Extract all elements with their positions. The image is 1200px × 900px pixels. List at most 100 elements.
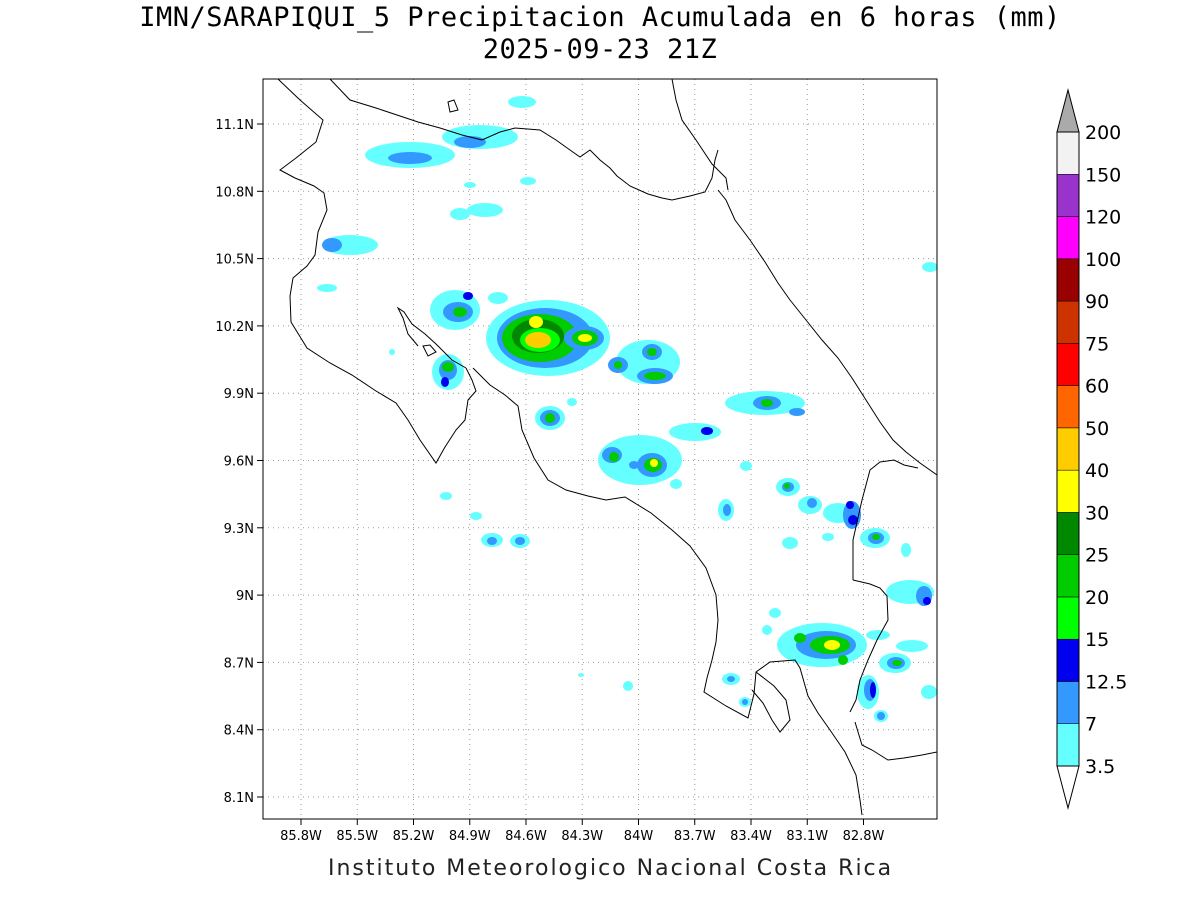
colorbar-segment (1056, 638, 1080, 682)
rain-area (824, 640, 840, 650)
x-tick-label: 82.8W (843, 829, 885, 844)
rain-area (450, 208, 470, 220)
rain-area (877, 712, 885, 720)
rain-area (578, 673, 584, 677)
rain-area (740, 461, 752, 471)
rain-area (442, 362, 454, 372)
colorbar-upper-extend (1056, 88, 1080, 133)
rain-area (317, 284, 337, 292)
colorbar-segment (1056, 343, 1080, 386)
x-tick-label: 85.5W (336, 829, 378, 844)
y-tick-label: 10.5N (215, 253, 254, 268)
y-tick-label: 8.1N (224, 791, 254, 806)
rain-area (822, 533, 834, 541)
rain-area (525, 332, 551, 348)
rain-area (846, 501, 854, 509)
colorbar-segment (1056, 512, 1080, 555)
rain-area (896, 640, 928, 652)
footer-credit: Instituto Meteorologico Nacional Costa R… (328, 856, 894, 881)
colorbar-level-label: 40 (1085, 460, 1109, 482)
x-axis: 85.8W 85.5W 85.2W 84.9W 84.6W 84.3W 84W 83.7W 83… (280, 819, 885, 844)
y-tick-label: 8.7N (224, 656, 254, 671)
rain-area (322, 238, 342, 252)
rain-area (669, 423, 721, 441)
rain-area (454, 136, 486, 148)
rain-area (453, 307, 467, 317)
x-tick-label: 84.6W (505, 829, 547, 844)
rain-area (567, 398, 577, 406)
rain-area (629, 461, 639, 469)
colorbar-segment (1056, 427, 1080, 471)
rain-area (761, 399, 773, 407)
rain-area (807, 498, 817, 508)
y-tick-label: 8.4N (224, 724, 254, 739)
y-tick-label: 9.6N (224, 455, 254, 470)
y-tick-label: 9.3N (224, 522, 254, 537)
colorbar-level-label: 20 (1085, 587, 1109, 609)
rain-area (470, 512, 482, 520)
rain-area (488, 292, 508, 304)
rain-area (487, 537, 497, 545)
rain-area (545, 413, 555, 423)
colorbar-lower-extend (1056, 765, 1080, 810)
rain-area (742, 699, 748, 705)
colorbar-segment (1056, 385, 1080, 429)
x-tick-label: 83.1W (786, 829, 828, 844)
colorbar-level-label: 60 (1085, 376, 1109, 398)
rain-area (441, 377, 449, 387)
coastlines-borders (277, 79, 937, 816)
rain-area (614, 361, 622, 369)
x-tick-label: 85.8W (280, 829, 322, 844)
x-tick-label: 84.9W (449, 829, 491, 844)
colorbar-level-label: 150 (1085, 164, 1121, 186)
colorbar-segment (1056, 554, 1080, 598)
colorbar-level-label: 90 (1085, 291, 1109, 313)
map-grid (263, 79, 937, 819)
y-axis: 11.1N 10.8N 10.5N 10.2N 9.9N 9.6N 9.3N 9N 8.7N 8.… (215, 118, 263, 806)
map-subtitle-datetime: 2025-09-23 21Z (482, 34, 718, 65)
colorbar-segment (1056, 723, 1080, 767)
rain-area (870, 682, 876, 698)
colorbar-level-label: 3.5 (1085, 756, 1115, 778)
colorbar-level-label: 12.5 (1085, 671, 1127, 693)
rain-area (609, 452, 619, 462)
rain-area (644, 372, 666, 380)
colorbar-level-label: 75 (1085, 333, 1109, 355)
rain-area (782, 537, 798, 549)
rain-area (701, 427, 713, 435)
rain-area (723, 504, 731, 516)
colorbar-level-label: 7 (1085, 714, 1097, 736)
rain-area (784, 483, 790, 489)
y-tick-label: 9N (236, 589, 254, 604)
rain-area (464, 182, 476, 188)
rain-area (872, 534, 880, 540)
colorbar-legend: 3.5 7 12.5 15 20 25 30 40 50 60 75 90 100 120 150 200 (1056, 88, 1127, 810)
rain-area (463, 292, 473, 300)
y-tick-label: 10.8N (215, 185, 254, 200)
x-tick-label: 83.4W (730, 829, 772, 844)
colorbar-segment (1056, 131, 1080, 175)
rain-area (838, 655, 848, 665)
colorbar-level-label: 100 (1085, 249, 1121, 271)
x-tick-label: 84W (624, 829, 654, 844)
colorbar-level-label: 50 (1085, 418, 1109, 440)
colorbar-segment (1056, 469, 1080, 513)
rain-area (520, 177, 536, 185)
colorbar-level-label: 25 (1085, 545, 1109, 567)
rain-area (647, 348, 657, 356)
rain-area (923, 597, 931, 605)
rain-area (789, 408, 805, 416)
rain-area (921, 685, 937, 699)
plot-frame (262, 78, 938, 820)
colorbar-segment (1056, 216, 1080, 260)
y-tick-label: 9.9N (224, 387, 254, 402)
colorbar-segment (1056, 596, 1080, 640)
colorbar-segment (1056, 174, 1080, 217)
rain-area (650, 459, 658, 467)
rain-area (670, 479, 682, 489)
rain-area (922, 262, 937, 272)
colorbar-level-label: 15 (1085, 629, 1109, 651)
rain-area (623, 681, 633, 691)
rain-area (389, 349, 395, 355)
